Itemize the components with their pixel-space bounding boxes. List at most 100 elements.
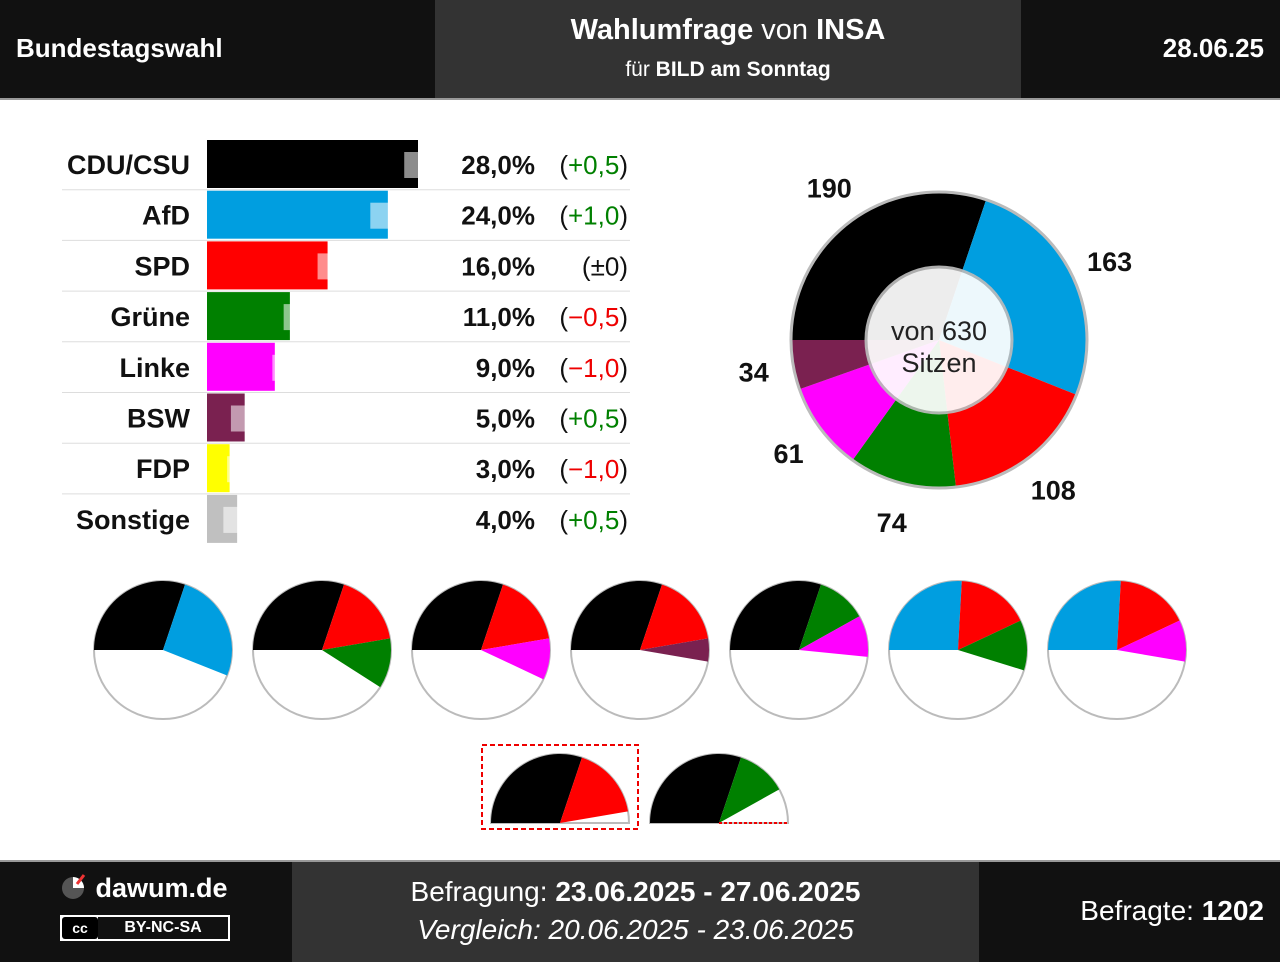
license-badge[interactable]: cc BY-NC-SA (60, 915, 230, 941)
paren: ( (559, 302, 568, 332)
footer-bar (0, 860, 1280, 962)
subtitle-pre: für (625, 58, 656, 81)
coalition-semicircle-2-slice (719, 757, 780, 823)
change-label: (+1,0) (559, 201, 628, 231)
dawum-logo[interactable]: dawum.de (60, 873, 228, 904)
coalition-pie-7-slice (1117, 620, 1187, 662)
survey-period: Befragung: 23.06.2025 - 27.06.2025 (292, 876, 979, 908)
election-label: Bundestagswahl (16, 33, 223, 63)
coalition-pie-6-slice (958, 581, 1021, 650)
coalition-pie-2-slice (322, 584, 391, 650)
party-label: Grüne (110, 302, 190, 332)
title-von: von (753, 14, 817, 46)
paren: ) (619, 454, 628, 484)
coalition-pie-2-slice (322, 638, 392, 688)
coalition-pie-5-slice (799, 616, 868, 657)
cc-icon: cc (62, 917, 98, 939)
value-label: 4,0% (476, 505, 535, 535)
seat-label: 34 (739, 358, 769, 388)
coalition-pie-4-slice (571, 581, 662, 650)
coalition-pie-6-slice (958, 620, 1027, 671)
paren: ) (619, 302, 628, 332)
paren: ( (559, 454, 568, 484)
change-value: −1,0 (568, 353, 619, 383)
survey-label: Befragung: (410, 876, 556, 907)
paren: ) (619, 201, 628, 231)
paren: ) (619, 251, 628, 281)
paren: ( (559, 201, 568, 231)
previous-value-marker (272, 354, 303, 381)
header-bar (0, 0, 1280, 100)
change-value: +0,5 (568, 150, 619, 180)
previous-value-marker (370, 202, 401, 229)
bar-linke (207, 342, 275, 391)
previous-value-marker (227, 456, 258, 483)
previous-value-marker (404, 152, 435, 178)
paren: ) (619, 404, 628, 434)
pie-logo-icon (62, 874, 86, 899)
party-label: Linke (119, 353, 190, 383)
change-label: (−1,0) (559, 353, 628, 383)
title-institute: INSA (816, 14, 886, 46)
value-label: 5,0% (476, 404, 535, 434)
coalition-pie-4-slice (640, 584, 709, 650)
paren: ( (559, 404, 568, 434)
paren: ( (582, 251, 591, 281)
paren: ( (559, 150, 568, 180)
license-text: BY-NC-SA (98, 917, 228, 939)
coalition-pie-7-slice (1117, 581, 1180, 650)
seat-center-label: Sitzen (901, 348, 976, 378)
change-label: (±0) (582, 251, 628, 281)
change-label: (+0,5) (559, 505, 628, 535)
change-label: (+0,5) (559, 150, 628, 180)
coalition-pie-4-slice (640, 638, 709, 662)
bar-afd (207, 190, 388, 239)
coalition-pie-3-slice (481, 638, 550, 680)
seat-chart-center (864, 265, 1014, 415)
party-label: BSW (127, 404, 191, 434)
party-label: SPD (134, 251, 190, 281)
value-label: 16,0% (461, 251, 535, 281)
party-label: Sonstige (76, 505, 190, 535)
bar-fdp (207, 444, 230, 493)
seat-label: 163 (1087, 247, 1132, 277)
comparison-period: Vergleich: 20.06.2025 - 23.06.2025 (417, 914, 854, 945)
coalition-pie-5-slice (730, 581, 821, 650)
survey-dates: 23.06.2025 - 27.06.2025 (555, 876, 861, 907)
sample-value: 1202 (1201, 895, 1264, 926)
poll-date: 28.06.25 (1162, 33, 1264, 63)
seat-label: 108 (1031, 475, 1076, 505)
paren: ) (619, 505, 628, 535)
party-label: AfD (142, 201, 190, 231)
paren: ) (619, 150, 628, 180)
seat-chart-border (789, 190, 1089, 490)
previous-value-marker (230, 405, 261, 432)
sample-label: Befragte: (1080, 895, 1202, 926)
party-label: CDU/CSU (67, 150, 190, 180)
footer-center-panel (292, 862, 979, 962)
coalition-pie-3-slice (412, 581, 503, 650)
coalition-pie-6-slice (889, 581, 962, 650)
coalition-pie-1-slice (94, 581, 185, 650)
bar-grüne (207, 292, 290, 341)
change-value: −1,0 (568, 454, 619, 484)
previous-value-marker (317, 253, 348, 280)
subtitle-client: BILD am Sonntag (655, 58, 831, 81)
bar-spd (207, 241, 328, 290)
change-value: ±0 (591, 251, 620, 281)
change-value: +1,0 (568, 201, 619, 231)
seat-center-label: von 630 (891, 316, 987, 346)
change-value: −0,5 (568, 302, 619, 332)
change-value: +0,5 (568, 505, 619, 535)
paren: ( (559, 505, 568, 535)
paren: ( (559, 353, 568, 383)
paren: ) (619, 353, 628, 383)
coalition-pie-1-slice (163, 584, 232, 676)
value-label: 28,0% (461, 150, 535, 180)
coalition-pie-2-slice (253, 581, 344, 650)
page-subtitle: für BILD am Sonntag (435, 58, 1021, 82)
logo-text: dawum.de (95, 873, 228, 903)
title-poll: Wahlumfrage (570, 14, 754, 46)
change-value: +0,5 (568, 404, 619, 434)
